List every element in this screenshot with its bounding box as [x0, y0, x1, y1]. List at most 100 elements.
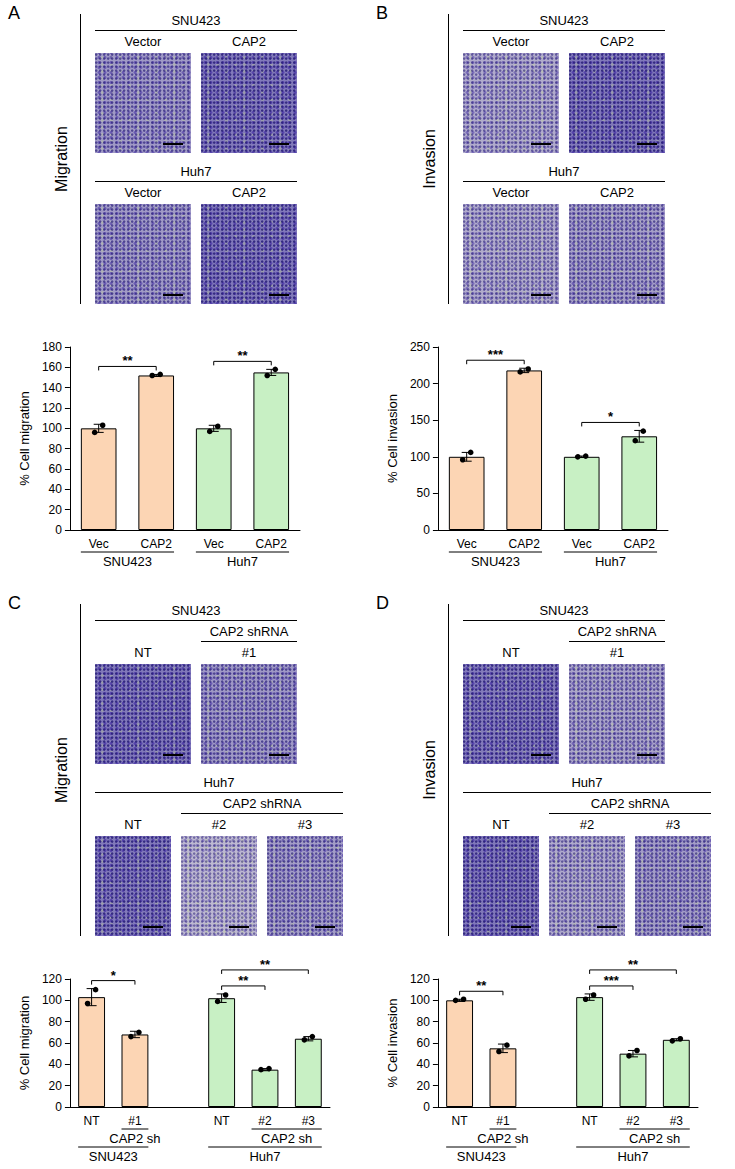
svg-text:50: 50	[417, 486, 431, 500]
html-text:Migration: Migration	[53, 126, 70, 192]
html-text:Invasion: Invasion	[421, 129, 438, 189]
svg-text:200: 200	[410, 377, 430, 391]
svg-text:**: **	[237, 348, 248, 363]
svg-text:40: 40	[417, 1057, 431, 1071]
svg-text:0: 0	[55, 523, 62, 537]
html-text:SNU423: SNU423	[539, 603, 589, 618]
html-text:Vector: Vector	[492, 185, 530, 200]
svg-text:Huh7: Huh7	[249, 1149, 280, 1164]
html-text:SNU423: SNU423	[539, 13, 589, 28]
svg-text:#3: #3	[302, 1114, 316, 1128]
svg-text:60: 60	[49, 462, 63, 476]
html-text:CAP2: CAP2	[232, 185, 266, 200]
svg-text:Huh7: Huh7	[617, 1149, 648, 1164]
svg-text:Vec: Vec	[572, 537, 592, 551]
html-text:Vector: Vector	[124, 34, 162, 49]
svg-text:120: 120	[410, 972, 430, 986]
svg-text:Huh7: Huh7	[227, 554, 258, 569]
svg-text:SNU423: SNU423	[457, 1149, 506, 1164]
svg-text:SNU423: SNU423	[89, 1149, 138, 1164]
svg-text:0: 0	[423, 523, 430, 537]
svg-text:CAP2: CAP2	[509, 537, 541, 551]
svg-text:% Cell invasion: % Cell invasion	[385, 999, 400, 1088]
svg-text:80: 80	[417, 1015, 431, 1029]
html-text:CAP2: CAP2	[600, 185, 634, 200]
svg-text:150: 150	[410, 413, 430, 427]
svg-text:CAP2 sh: CAP2 sh	[629, 1131, 680, 1146]
svg-text:% Cell invasion: % Cell invasion	[385, 394, 400, 483]
svg-text:**: **	[628, 957, 639, 972]
svg-text:180: 180	[42, 340, 62, 354]
html-text:CAP2 shRNA: CAP2 shRNA	[222, 796, 302, 811]
svg-text:80: 80	[49, 1015, 63, 1029]
svg-text:250: 250	[410, 340, 430, 354]
svg-text:20: 20	[417, 1079, 431, 1093]
svg-text:*: *	[608, 409, 614, 424]
svg-text:40: 40	[49, 1057, 63, 1071]
svg-text:SNU423: SNU423	[103, 554, 152, 569]
html-text:#3: #3	[297, 817, 313, 832]
svg-text:120: 120	[42, 972, 62, 986]
svg-text:60: 60	[49, 1036, 63, 1050]
svg-text:100: 100	[42, 993, 62, 1007]
html-text:Vector: Vector	[124, 185, 162, 200]
svg-text:Huh7: Huh7	[595, 554, 626, 569]
svg-text:80: 80	[49, 442, 63, 456]
svg-text:Vec: Vec	[457, 537, 477, 551]
svg-text:CAP2 sh: CAP2 sh	[109, 1131, 160, 1146]
svg-text:CAP2: CAP2	[624, 537, 656, 551]
svg-text:#2: #2	[626, 1114, 640, 1128]
svg-text:***: ***	[488, 347, 504, 362]
html-text:Huh7: Huh7	[548, 164, 580, 179]
svg-text:CAP2 sh: CAP2 sh	[261, 1131, 312, 1146]
svg-text:140: 140	[42, 381, 62, 395]
html-text:#1: #1	[241, 645, 257, 660]
svg-text:*: *	[111, 968, 117, 983]
svg-text:160: 160	[42, 360, 62, 374]
svg-text:60: 60	[417, 1036, 431, 1050]
html-text:NT: NT	[134, 645, 152, 660]
svg-text:#1: #1	[128, 1114, 142, 1128]
svg-text:100: 100	[410, 993, 430, 1007]
svg-text:20: 20	[49, 1079, 63, 1093]
svg-text:#2: #2	[258, 1114, 272, 1128]
svg-text:100: 100	[42, 421, 62, 435]
svg-text:**: **	[476, 978, 487, 993]
svg-text:**: **	[122, 353, 133, 368]
svg-text:% Cell migration: % Cell migration	[17, 996, 32, 1091]
svg-text:**: **	[238, 973, 249, 988]
svg-text:***: ***	[604, 973, 620, 988]
svg-text:#3: #3	[670, 1114, 684, 1128]
svg-text:CAP2 sh: CAP2 sh	[477, 1131, 528, 1146]
svg-text:#1: #1	[496, 1114, 510, 1128]
svg-text:20: 20	[49, 503, 63, 517]
svg-text:NT: NT	[582, 1114, 599, 1128]
svg-text:100: 100	[410, 450, 430, 464]
html-text:Invasion: Invasion	[421, 740, 438, 800]
html-text:Vector: Vector	[492, 34, 530, 49]
html-text:Huh7: Huh7	[180, 164, 212, 179]
svg-text:NT: NT	[84, 1114, 101, 1128]
svg-text:**: **	[260, 957, 271, 972]
svg-text:SNU423: SNU423	[471, 554, 520, 569]
svg-text:% Cell migration: % Cell migration	[17, 391, 32, 486]
svg-text:NT: NT	[214, 1114, 231, 1128]
html-text:SNU423: SNU423	[171, 603, 221, 618]
html-text:NT: NT	[124, 817, 142, 832]
svg-text:120: 120	[42, 401, 62, 415]
html-text:CAP2: CAP2	[600, 34, 634, 49]
svg-text:40: 40	[49, 482, 63, 496]
svg-text:0: 0	[423, 1100, 430, 1114]
svg-text:0: 0	[55, 1100, 62, 1114]
html-text:Migration: Migration	[53, 737, 70, 803]
html-text:CAP2 shRNA: CAP2 shRNA	[209, 624, 289, 639]
svg-text:NT: NT	[452, 1114, 469, 1128]
svg-text:Vec: Vec	[204, 537, 224, 551]
html-text:CAP2: CAP2	[232, 34, 266, 49]
svg-text:Vec: Vec	[89, 537, 109, 551]
svg-text:CAP2: CAP2	[141, 537, 173, 551]
html-text:#2: #2	[211, 817, 227, 832]
html-text:SNU423: SNU423	[171, 13, 221, 28]
svg-text:CAP2: CAP2	[256, 537, 288, 551]
html-text:Huh7: Huh7	[203, 775, 235, 790]
